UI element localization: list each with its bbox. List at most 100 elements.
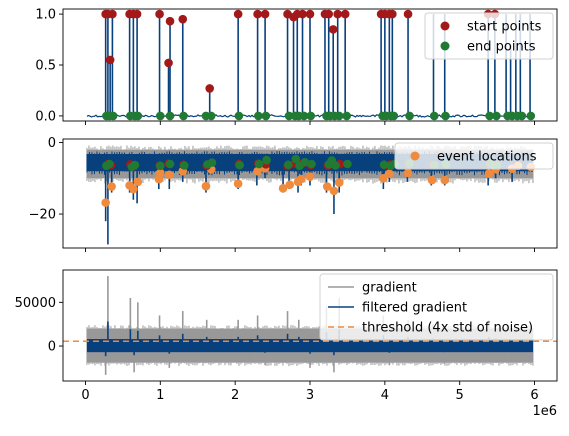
end-point-12 xyxy=(254,111,263,121)
legend: start points end points xyxy=(424,12,554,60)
event-location-22 xyxy=(379,174,388,183)
start-point-2 xyxy=(105,55,115,65)
start-point-13 xyxy=(253,9,262,19)
start-point-7 xyxy=(155,9,164,19)
panel-middle: 0 −20 event locations xyxy=(29,136,558,252)
start-point-3 xyxy=(108,9,117,19)
filtered-band xyxy=(86,339,534,353)
end-point-32 xyxy=(492,111,501,121)
x-tick-label: 5 xyxy=(456,388,464,403)
end-point-10 xyxy=(206,111,216,121)
start-point-10 xyxy=(178,14,188,24)
event-location-17 xyxy=(296,174,306,184)
legend-label: gradient xyxy=(362,281,417,296)
end-point-13 xyxy=(261,111,271,121)
event-location-27 xyxy=(484,169,494,178)
start-point-18 xyxy=(298,9,307,19)
event-location-19 xyxy=(322,182,332,191)
panel-top: 0.0 0.5 1.0 start points end points xyxy=(35,8,558,125)
end-point-36 xyxy=(517,111,527,121)
event-location-11 xyxy=(233,179,243,188)
event-location-12 xyxy=(253,166,262,176)
end-point-21 xyxy=(379,160,389,170)
legend-box xyxy=(394,142,554,170)
start-point-21 xyxy=(324,9,334,19)
end-point-29 xyxy=(429,111,439,121)
end-point-11 xyxy=(262,155,271,165)
end-point-5 xyxy=(165,159,175,169)
end-point-12 xyxy=(283,160,293,170)
x-tick-label: 3 xyxy=(306,388,314,403)
start-point-11 xyxy=(205,84,215,93)
end-point-15 xyxy=(300,157,310,167)
y-tick-label: 0 xyxy=(48,340,56,355)
legend-label: threshold (4x std of noise) xyxy=(362,321,533,336)
end-point-6 xyxy=(179,161,189,170)
start-point-8 xyxy=(164,58,173,68)
legend: event locations xyxy=(394,142,554,170)
legend-marker xyxy=(440,21,450,31)
event-location-24 xyxy=(403,168,413,178)
end-point-23 xyxy=(342,111,351,121)
x-tick-label: 6 xyxy=(530,388,538,403)
event-location-18 xyxy=(305,172,315,181)
event-location-15 xyxy=(285,180,295,190)
legend-box xyxy=(319,273,554,341)
event-location-0 xyxy=(101,198,110,207)
start-point-29 xyxy=(403,9,413,19)
end-point-16 xyxy=(307,159,316,169)
end-point-18 xyxy=(306,111,316,121)
x-tick-label: 0 xyxy=(81,388,89,403)
x-tick-label: 4 xyxy=(381,388,389,403)
end-point-19 xyxy=(331,161,340,170)
end-point-7 xyxy=(165,111,175,121)
end-point-1 xyxy=(105,159,114,169)
legend-label: event locations xyxy=(437,150,537,165)
end-point-10 xyxy=(254,159,264,169)
x-offset-label: 1e6 xyxy=(532,404,557,419)
y-tick-label: −20 xyxy=(29,208,56,223)
y-tick-label: 50000 xyxy=(15,296,56,311)
end-point-37 xyxy=(526,111,536,121)
event-location-21 xyxy=(334,178,344,187)
start-point-12 xyxy=(233,9,243,19)
x-tick-label: 1 xyxy=(156,388,164,403)
start-point-6 xyxy=(132,9,142,19)
legend-marker xyxy=(440,41,450,51)
event-location-25 xyxy=(427,175,437,185)
end-point-27 xyxy=(389,111,399,121)
start-point-9 xyxy=(165,16,175,26)
end-point-8 xyxy=(207,158,217,167)
end-point-2 xyxy=(108,111,118,121)
x-tick-label: 2 xyxy=(231,388,239,403)
end-point-20 xyxy=(343,159,352,169)
event-location-1 xyxy=(107,182,116,191)
end-point-5 xyxy=(133,111,143,121)
end-point-3 xyxy=(130,160,140,170)
legend-label: filtered gradient xyxy=(362,301,467,316)
end-point-8 xyxy=(179,111,188,121)
end-point-31 xyxy=(485,111,494,121)
start-point-22 xyxy=(328,25,338,34)
legend-box xyxy=(424,12,554,60)
end-point-30 xyxy=(441,111,450,121)
start-point-14 xyxy=(260,9,270,19)
end-point-22 xyxy=(334,111,344,121)
end-point-13 xyxy=(291,154,301,164)
event-location-3 xyxy=(129,184,138,194)
y-tick-label: 1.0 xyxy=(35,8,56,23)
start-point-28 xyxy=(388,9,397,19)
end-point-14 xyxy=(284,111,294,121)
start-point-23 xyxy=(333,9,342,19)
end-point-4 xyxy=(156,161,165,171)
end-point-6 xyxy=(156,111,165,121)
event-location-14 xyxy=(278,184,288,193)
start-point-24 xyxy=(340,9,350,19)
y-tick-label: 0.5 xyxy=(35,59,56,74)
event-location-4 xyxy=(133,177,143,187)
end-point-9 xyxy=(235,160,244,170)
legend-label: start points xyxy=(467,20,542,35)
y-tick-label: 0 xyxy=(48,136,56,151)
